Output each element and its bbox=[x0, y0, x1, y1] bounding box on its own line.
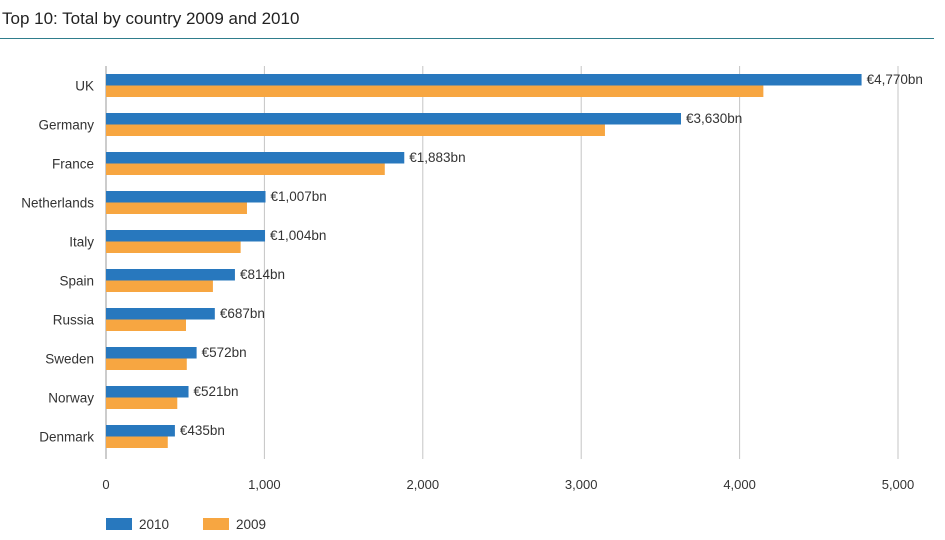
data-label: €521bn bbox=[194, 384, 239, 399]
bar-2009 bbox=[106, 124, 605, 136]
data-label: €814bn bbox=[240, 267, 285, 282]
chart-title: Top 10: Total by country 2009 and 2010 bbox=[2, 9, 300, 28]
bar-2009 bbox=[106, 280, 213, 292]
data-label: €435bn bbox=[180, 423, 225, 438]
data-label: €1,004bn bbox=[270, 228, 326, 243]
x-tick-label: 5,000 bbox=[882, 477, 915, 492]
category-label: Germany bbox=[38, 118, 94, 133]
category-label: Netherlands bbox=[21, 196, 94, 211]
bar-2010 bbox=[106, 386, 189, 398]
bar-2010 bbox=[106, 269, 235, 281]
category-label: Italy bbox=[69, 235, 94, 250]
category-label: Denmark bbox=[39, 430, 94, 445]
data-label: €1,883bn bbox=[409, 150, 465, 165]
bar-2010 bbox=[106, 347, 197, 359]
bar-2009 bbox=[106, 202, 247, 214]
legend-swatch-2009 bbox=[203, 518, 229, 530]
title-divider bbox=[0, 38, 934, 39]
bar-2009 bbox=[106, 241, 241, 253]
bar-2009 bbox=[106, 358, 187, 370]
bar-2010 bbox=[106, 230, 266, 242]
legend-label-2010: 2010 bbox=[139, 517, 169, 532]
bar-2010 bbox=[106, 308, 215, 320]
category-label: Russia bbox=[53, 313, 95, 328]
bar-2009 bbox=[106, 85, 764, 97]
data-label: €3,630bn bbox=[686, 111, 742, 126]
bar-2009 bbox=[106, 163, 385, 175]
bar-2010 bbox=[106, 425, 175, 437]
category-label: Norway bbox=[48, 391, 94, 406]
data-label: €687bn bbox=[220, 306, 265, 321]
category-label: Sweden bbox=[45, 352, 94, 367]
data-label: €4,770bn bbox=[867, 72, 923, 87]
legend-label-2009: 2009 bbox=[236, 517, 266, 532]
category-label: UK bbox=[75, 79, 94, 94]
bar-2010 bbox=[106, 74, 862, 86]
legend-swatch-2010 bbox=[106, 518, 132, 530]
x-tick-label: 2,000 bbox=[407, 477, 440, 492]
x-tick-label: 0 bbox=[102, 477, 109, 492]
x-tick-label: 1,000 bbox=[248, 477, 281, 492]
category-label: France bbox=[52, 157, 94, 172]
bar-2009 bbox=[106, 319, 186, 331]
bar-2009 bbox=[106, 397, 178, 409]
bar-2010 bbox=[106, 152, 405, 164]
bar-2010 bbox=[106, 113, 681, 125]
x-tick-label: 4,000 bbox=[723, 477, 756, 492]
data-label: €1,007bn bbox=[271, 189, 327, 204]
bar-2009 bbox=[106, 436, 168, 448]
category-label: Spain bbox=[59, 274, 94, 289]
bar-2010 bbox=[106, 191, 266, 203]
x-tick-label: 3,000 bbox=[565, 477, 598, 492]
data-label: €572bn bbox=[202, 345, 247, 360]
